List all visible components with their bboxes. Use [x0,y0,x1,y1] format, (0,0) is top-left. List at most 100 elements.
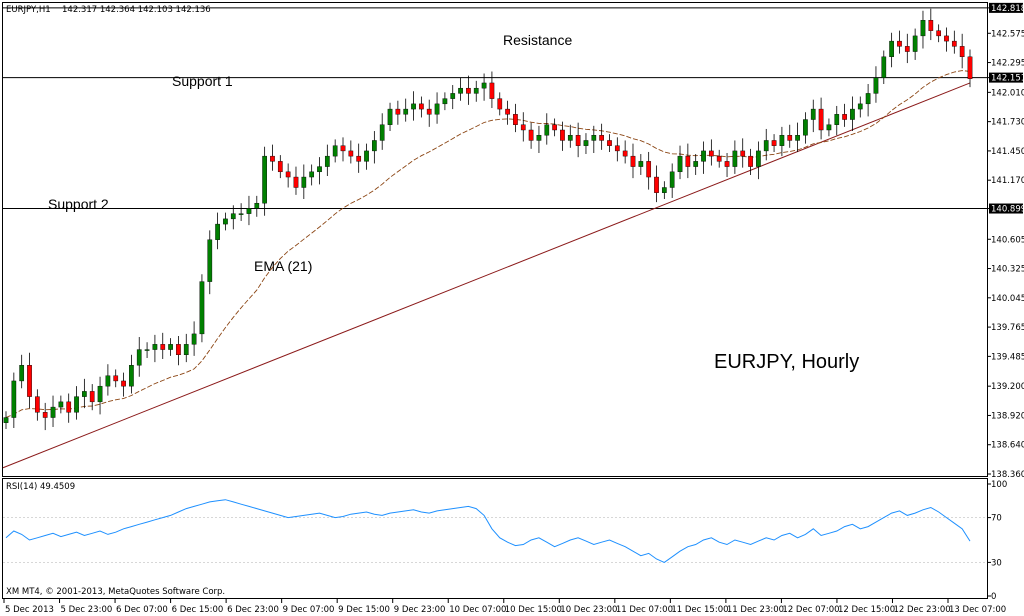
candle-bear-body [497,98,503,110]
candle [442,92,448,111]
candle [309,164,315,186]
trendline [2,82,971,469]
candle [270,144,275,171]
candle [716,149,722,168]
candle-bear-body [630,155,636,167]
candle [850,96,855,132]
rsi-group [3,499,987,563]
candle [419,96,424,118]
candle-bull-body [387,108,393,125]
price-tick-label: 140.045 [991,294,1024,304]
candle [66,393,72,423]
candle-bull-body [661,187,667,193]
candle-bull-body [3,417,9,423]
candle-bear-body [270,155,275,162]
candle-bear-body [959,46,965,58]
candle [199,274,205,343]
candle [756,141,761,180]
candle-bull-body [920,20,926,37]
candle-bear-body [716,155,722,162]
candle [959,33,965,69]
candle [513,103,518,133]
time-tick-label: 6 Dec 15:00 [172,605,224,615]
candle [348,140,354,164]
candle-bull-body [693,161,699,167]
candle [873,66,879,103]
candle [528,122,534,149]
candle [160,332,166,359]
candle-bear-body [426,108,432,115]
candle-bear-body [560,129,565,141]
candle-bull-body [795,135,800,141]
candle [89,384,95,411]
price-tick-label: 140.325 [991,265,1024,275]
candle [395,100,401,125]
candle [207,230,213,295]
candle-bear-body [528,129,534,141]
resistance-label: Resistance [503,32,572,48]
time-tick-label: 5 Dec 23:00 [61,605,113,615]
candle-bull-body [129,365,134,387]
candle [254,195,260,217]
candle-bear-body [599,135,604,141]
candle-bull-body [11,380,17,418]
candle [317,157,322,185]
candle [505,100,510,125]
candles-group [3,8,973,431]
price-tick-label: 142.295 [991,59,1024,69]
candle-bull-body [881,56,887,78]
candle [481,73,487,101]
candle-bull-body [199,281,205,335]
candle-bull-body [701,150,706,162]
candle [356,143,362,173]
candle [614,137,620,162]
price-tick-label: 142.151 [991,74,1024,84]
candle-bull-body [826,124,832,131]
candle [27,352,32,409]
rsi-axis: 100 70 30 0 [987,480,1007,602]
candle [497,92,503,116]
time-axis: 5 Dec 2013 5 Dec 23:00 6 Dec 07:00 6 Dec 15… [3,599,1006,615]
price-tick-label: 138.920 [991,411,1024,421]
candle-bear-body [928,20,934,31]
candle [379,113,385,150]
candle-bear-body [293,176,299,188]
candle-bull-body [74,396,79,413]
time-tick-label: 11 Dec 07:00 [616,605,673,615]
candle [466,75,471,105]
candle-bull-body [144,349,150,351]
time-tick-label: 12 Dec 23:00 [893,605,950,615]
candle [748,148,753,175]
candle-bull-body [301,176,307,188]
time-tick-label: 13 Dec 07:00 [949,605,1006,615]
candle [904,33,910,64]
price-tick-label: 138.640 [991,441,1024,451]
candle-bull-body [105,375,111,387]
candle-bull-body [379,124,385,141]
candle-bull-body [912,35,918,52]
candle [340,137,346,162]
candle [42,402,48,431]
candle [450,85,456,110]
candle-bull-body [215,223,220,240]
candle [489,71,495,109]
candle-bull-body [19,365,25,382]
time-tick-label: 10 Dec 07:00 [449,605,506,615]
candle-bear-body [27,365,32,397]
horizontal-levels [3,7,987,210]
candle-bear-body [787,135,793,141]
candle [834,105,840,136]
candle-bear-body [614,145,620,152]
candle [638,154,644,175]
candle [301,164,307,200]
candle-bear-body [489,82,495,99]
price-tick-label: 141.730 [991,118,1024,128]
candle-bear-body [818,108,824,131]
candle [803,112,808,144]
candle-bear-body [113,375,119,382]
candle [779,126,785,157]
candle-bull-body [230,213,236,220]
candle [129,354,134,394]
candle [293,166,299,195]
